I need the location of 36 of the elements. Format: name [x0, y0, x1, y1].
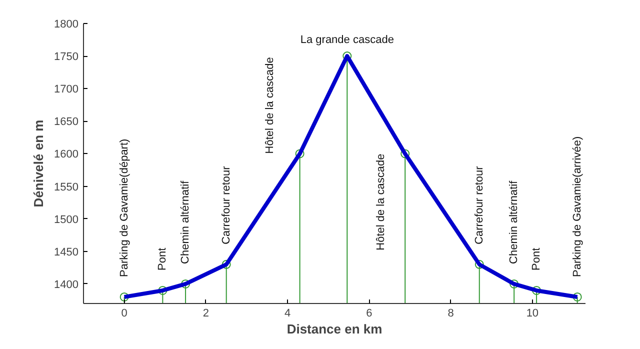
annotation: Carrefour retour	[473, 166, 486, 244]
annotation: Parking de Gavamie(départ)	[118, 138, 130, 277]
annotation: Hôtel de la cascade	[264, 57, 276, 154]
annotation: Chemin altérnatif	[180, 180, 192, 264]
x-tick-label: 6	[366, 308, 372, 320]
x-tick-label: 8	[448, 308, 454, 320]
point	[572, 292, 582, 302]
point	[295, 149, 304, 158]
annotation: La grande cascade	[300, 34, 394, 46]
point	[510, 279, 519, 288]
y-axis-title: Dénivelé en m	[31, 120, 46, 208]
annotation: Pont	[530, 248, 543, 270]
x-axis-title: Distance en km	[286, 322, 382, 336]
point	[474, 260, 484, 269]
point	[532, 286, 542, 295]
y-tick-label: 1550	[54, 181, 79, 194]
y-tick-label: 1400	[54, 278, 79, 291]
x-tick-label: 0	[121, 308, 128, 320]
y-tick-label: 1700	[54, 84, 79, 96]
x-tick-label: 10	[526, 308, 539, 320]
y-tick-label: 1750	[54, 51, 79, 64]
x-tick-label: 4	[284, 308, 291, 320]
point	[222, 260, 231, 269]
annotation: Hôtel de la cascade	[375, 154, 388, 250]
x-tick-label: 2	[202, 308, 210, 320]
point	[400, 149, 410, 158]
y-tick-label: 1650	[54, 116, 79, 128]
annotation: Parking de Gavamie(arrivée)	[571, 136, 584, 277]
annotation: Chemin altérnatif	[508, 180, 520, 264]
annotation: Carrefour retour	[220, 166, 232, 244]
y-tick-label: 1500	[54, 214, 79, 226]
y-tick-label: 1600	[54, 148, 79, 161]
y-tick-label: 1800	[54, 18, 79, 30]
point	[181, 279, 190, 288]
annotation: Pont	[156, 248, 169, 270]
y-tick-label: 1450	[54, 246, 79, 258]
